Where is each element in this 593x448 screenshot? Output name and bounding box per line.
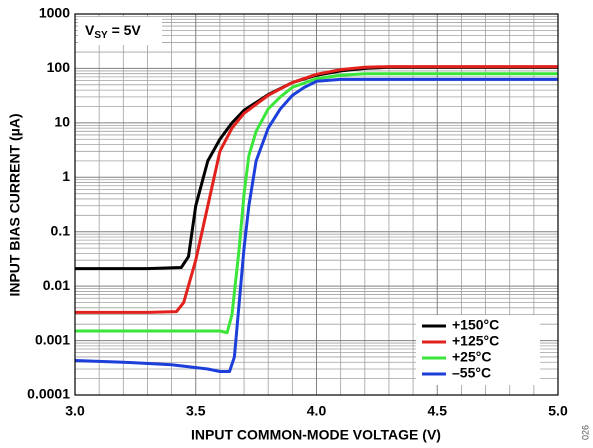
x-tick-label: 4.0 (307, 403, 327, 419)
legend-label: –55°C (452, 365, 491, 381)
annotation: VSY = 5V (85, 22, 141, 41)
annotation-text: SY (94, 30, 108, 41)
y-tick-label: 0.0001 (27, 386, 70, 402)
data-line (75, 65, 558, 314)
y-tick-label: 1 (62, 168, 70, 184)
legend-label: +25°C (452, 349, 491, 365)
y-tick-label: 1000 (39, 5, 70, 21)
data-line (75, 72, 558, 335)
y-tick-label: 0.001 (35, 331, 70, 347)
x-tick-label: 4.5 (428, 403, 448, 419)
legend-label: +150°C (452, 317, 499, 333)
legend-label: +125°C (452, 333, 499, 349)
figure-id: 026 (580, 425, 590, 440)
x-tick-label: 3.0 (65, 403, 85, 419)
y-tick-label: 100 (47, 59, 71, 75)
annotation-box (78, 17, 162, 45)
y-tick-label: 0.01 (43, 277, 70, 293)
x-tick-label: 3.5 (186, 403, 206, 419)
annotation-text: V (85, 22, 95, 38)
y-tick-label: 0.1 (51, 222, 71, 238)
annotation-text: = 5V (108, 22, 142, 38)
x-axis-label: INPUT COMMON-MODE VOLTAGE (V) (191, 427, 441, 443)
plot-border (74, 13, 559, 396)
y-axis-label: INPUT BIAS CURRENT (µA) (7, 113, 23, 296)
x-tick-label: 5.0 (548, 403, 568, 419)
data-line (74, 77, 558, 374)
y-tick-label: 10 (54, 114, 70, 130)
